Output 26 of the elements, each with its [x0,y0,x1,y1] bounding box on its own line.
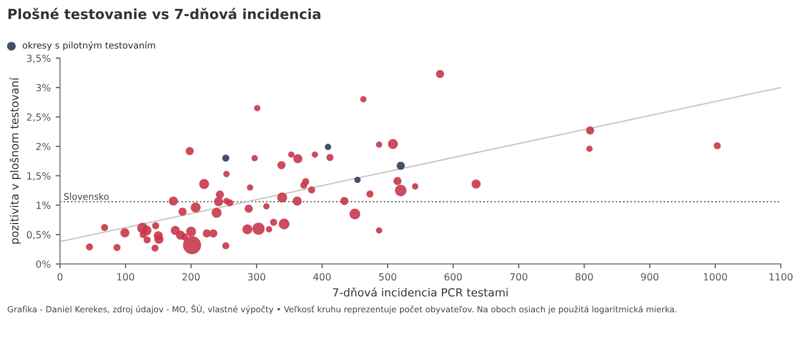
y-tick-label: 1% [36,202,50,209]
x-tick-label: 500 [379,273,396,281]
x-tick-label: 300 [248,273,266,281]
x-tick-label: 900 [641,273,658,281]
x-tick-label: 1100 [769,273,793,281]
legend-label: okresy s pilotným testovaním [22,41,156,50]
x-tick-label: 0 [58,273,62,281]
y-axis-title: pozitivita v plošnom testovaní [10,77,21,244]
x-tick-label: 100 [117,273,134,281]
x-tick-label: 800 [576,273,593,281]
x-tick-label: 200 [182,273,200,281]
y-tick-label: 3,5% [27,54,50,63]
text: Grafika - Daniel Kerekes, zdroj údajov - MO, ŠÚ, vlastné výpočty • Veľkosť kruhu reprezentuje počet obyvateľov. Na oboch osiach je použitá logaritmická mierka. [8,304,676,314]
y-tick-label: 3% [36,84,50,92]
x-axis-title: 7-dňová incidencia PCR testami [333,288,508,297]
chart-title: Plošné testovanie vs 7-dňová incidencia [8,8,320,20]
y-tick-label: 0,5% [26,231,50,240]
x-tick-label: 400 [313,273,331,281]
y-tick-label: 0% [36,260,50,268]
y-tick-label: 2,5% [26,113,50,122]
y-tick-label: 1,5% [27,172,50,181]
x-tick-label: 600 [444,273,462,281]
y-tick-label: 2% [36,142,50,150]
ref-line-label: Slovensko [64,192,109,200]
x-tick-label: 1000 [704,273,727,281]
x-tick-label: 700 [510,273,528,281]
